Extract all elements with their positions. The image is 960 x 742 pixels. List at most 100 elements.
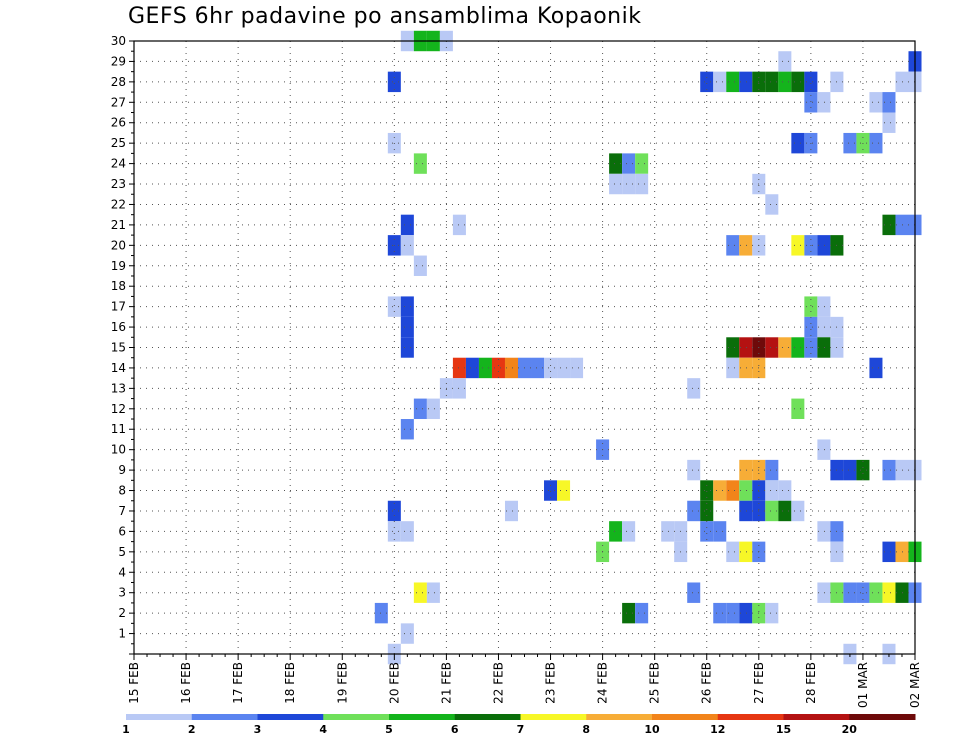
heatmap-cell: [700, 521, 714, 542]
y-tick-label: 15: [111, 341, 126, 355]
heatmap-cell: [791, 337, 805, 358]
heatmap-cell: [895, 214, 909, 236]
heatmap-cell: [739, 602, 753, 624]
heatmap-cell: [726, 357, 740, 379]
heatmap-cell: [713, 602, 727, 624]
heatmap-cell: [504, 357, 518, 379]
heatmap-cell: [400, 316, 414, 338]
heatmap-cell: [426, 398, 440, 420]
heatmap-cell: [739, 459, 753, 481]
y-tick-label: 2: [118, 606, 126, 620]
heatmap-cell: [817, 316, 831, 338]
heatmap-cell: [726, 235, 740, 256]
legend-swatch: [191, 714, 258, 720]
legend-label: 6: [451, 723, 459, 736]
heatmap-cell: [426, 582, 440, 603]
heatmap-cell: [635, 173, 649, 195]
x-tick-label: 24 FEB: [596, 662, 610, 704]
chart-title: GEFS 6hr padavine po ansamblima Kopaonik: [128, 4, 642, 29]
heatmap-cell: [400, 419, 414, 440]
y-tick-label: 3: [118, 586, 126, 600]
heatmap-cell: [687, 582, 701, 603]
heatmap-cell: [374, 602, 388, 624]
x-tick-label: 19 FEB: [335, 662, 349, 704]
heatmap-cell: [739, 500, 753, 522]
legend-label: 1: [122, 723, 130, 736]
y-tick-label: 4: [118, 565, 126, 579]
heatmap-cell: [817, 337, 831, 358]
heatmap-cell: [804, 316, 818, 338]
heatmap-cell: [817, 521, 831, 542]
heatmap-cell: [804, 92, 818, 113]
heatmap-cell: [804, 71, 818, 93]
y-tick-label: 30: [111, 34, 126, 48]
y-tick-label: 6: [118, 524, 126, 538]
heatmap-cell: [869, 357, 883, 379]
heatmap-cell: [622, 602, 636, 624]
heatmap-cell: [817, 296, 831, 317]
y-tick-label: 24: [111, 157, 126, 171]
heatmap-cell: [622, 173, 636, 195]
legend-label: 15: [776, 723, 791, 736]
x-tick-label: 15 FEB: [127, 662, 141, 704]
heatmap-cell: [726, 602, 740, 624]
heatmap-cell: [570, 357, 584, 379]
heatmap-cell: [895, 459, 909, 481]
heatmap-cell: [765, 71, 779, 93]
y-tick-label: 18: [111, 279, 126, 293]
x-tick-label: 28 FEB: [804, 662, 818, 704]
grid-layer: [133, 40, 916, 654]
heatmap-cell: [882, 459, 896, 481]
heatmap-cell: [687, 500, 701, 522]
heatmap-cell: [622, 153, 636, 174]
heatmap-cell: [491, 357, 505, 379]
heatmap-cell: [778, 480, 792, 501]
heatmap-cell: [804, 296, 818, 317]
heatmap-cell: [791, 71, 805, 93]
heatmap-cell: [400, 296, 414, 317]
heatmap-cell: [882, 582, 896, 603]
y-tick-label: 23: [111, 177, 126, 191]
legend-swatch: [389, 714, 456, 720]
legend-label: 12: [710, 723, 725, 736]
cells-layer: [374, 30, 922, 665]
heatmap-cell: [661, 521, 675, 542]
heatmap-cell: [882, 541, 896, 563]
legend-swatch: [586, 714, 653, 720]
x-axis: 15 FEB 16 FEB 17 FEB 18 FEB 19 FEB 20 FEB 21 F…: [127, 654, 922, 708]
y-tick-label: 28: [111, 75, 126, 89]
heatmap-cell: [700, 500, 714, 522]
heatmap-cell: [791, 398, 805, 420]
x-tick-label: 26 FEB: [700, 662, 714, 704]
heatmap-cell: [739, 235, 753, 256]
heatmap-cell: [882, 92, 896, 113]
heatmap-cell: [400, 623, 414, 644]
y-tick-label: 10: [111, 443, 126, 457]
y-tick-label: 27: [111, 95, 126, 109]
y-tick-label: 17: [111, 300, 126, 314]
y-tick-label: 7: [118, 504, 126, 518]
heatmap-cell: [778, 337, 792, 358]
legend-swatch: [717, 714, 784, 720]
y-tick-label: 25: [111, 136, 126, 150]
heatmap-cell: [687, 459, 701, 481]
y-tick-label: 9: [118, 463, 126, 477]
legend-swatch: [323, 714, 390, 720]
heatmap-cell: [895, 541, 909, 563]
y-tick-label: 14: [111, 361, 126, 375]
heatmap-cell: [765, 480, 779, 501]
heatmap-cell: [713, 71, 727, 93]
heatmap-cell: [387, 296, 401, 317]
heatmap-cell: [778, 51, 792, 72]
heatmap-cell: [687, 378, 701, 399]
heatmap-cell: [413, 153, 427, 174]
legend-swatch: [257, 714, 324, 720]
color-legend: 1 2 3 4 5 6 7 8 10 12 15 20: [122, 714, 916, 736]
legend-label: 2: [188, 723, 196, 736]
y-tick-label: 11: [111, 422, 126, 436]
y-tick-label: 20: [111, 238, 126, 252]
legend-label: 5: [385, 723, 393, 736]
heatmap-cell: [713, 521, 727, 542]
heatmap-cell: [765, 500, 779, 522]
